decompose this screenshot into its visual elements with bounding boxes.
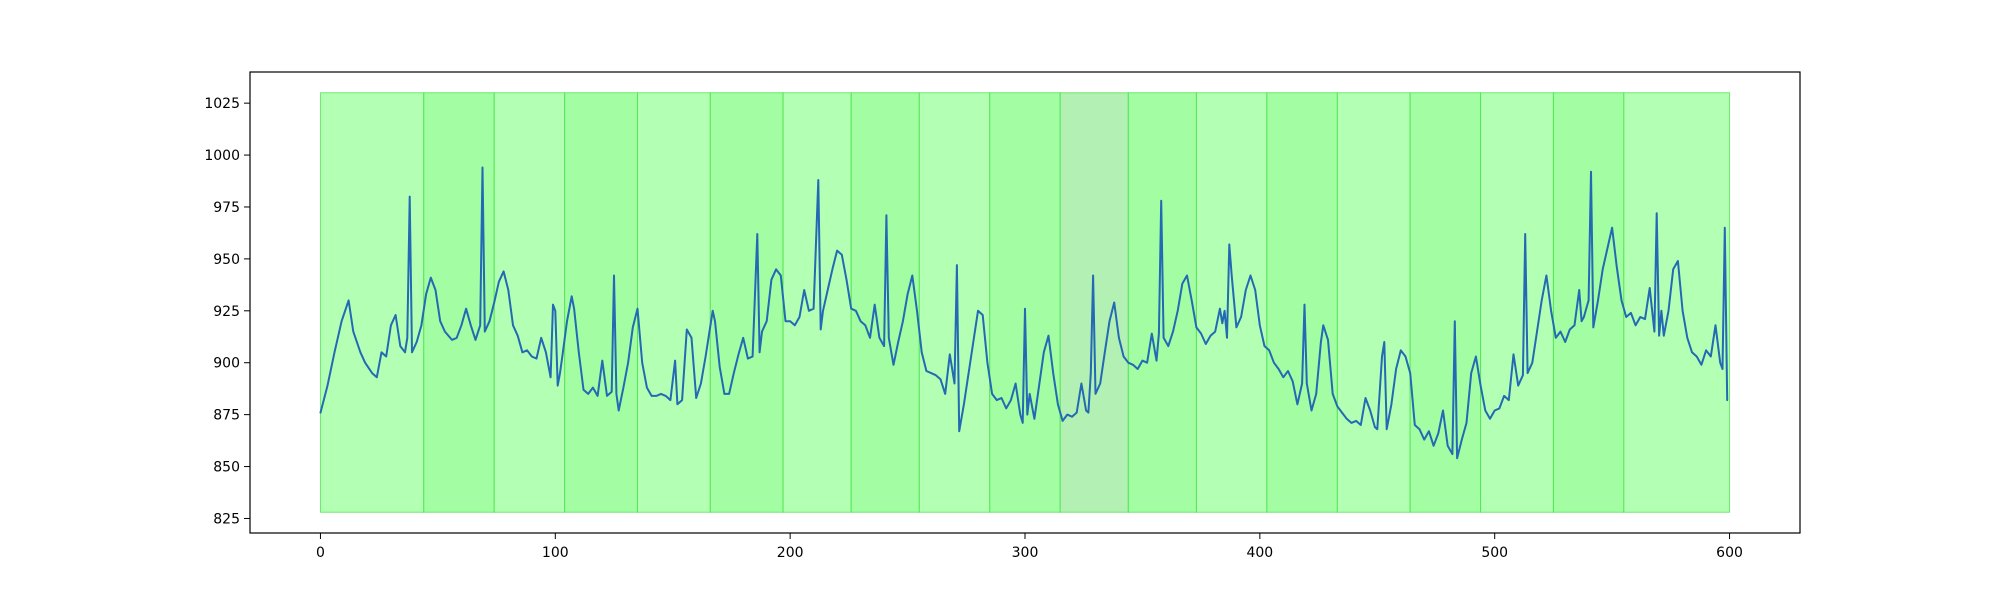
y-tick-label: 950 xyxy=(213,252,240,268)
x-tick-label: 400 xyxy=(1246,545,1273,561)
band-segment-14 xyxy=(1266,92,1338,513)
x-tick-label: 100 xyxy=(542,545,569,561)
x-axis: 0 100 200 300 400 500 600 xyxy=(316,533,1743,561)
band-layer xyxy=(319,92,1731,513)
y-tick-label: 825 xyxy=(213,511,240,527)
band-segment-1 xyxy=(319,92,425,513)
band-segment-6 xyxy=(709,92,784,513)
band-segment-2 xyxy=(423,92,495,513)
band-segment-19 xyxy=(1623,92,1731,513)
y-tick-label: 925 xyxy=(213,304,240,320)
x-tick-label: 600 xyxy=(1716,545,1743,561)
band-segment-15 xyxy=(1336,92,1411,513)
x-tick-label: 0 xyxy=(316,545,325,561)
band-segment-7 xyxy=(782,92,852,513)
band-segment-17 xyxy=(1480,92,1554,513)
y-tick-label: 975 xyxy=(213,200,240,216)
y-tick-label: 875 xyxy=(213,408,240,424)
band-segment-3 xyxy=(493,92,566,513)
series-layer xyxy=(319,166,1729,460)
y-tick-label: 1000 xyxy=(204,148,240,164)
y-tick-label: 1025 xyxy=(204,96,240,112)
band-segment-5 xyxy=(637,92,711,513)
series-line-1 xyxy=(319,166,1729,460)
band-segment-10 xyxy=(989,92,1061,513)
band-segment-4 xyxy=(564,92,638,513)
y-tick-label: 850 xyxy=(213,460,240,476)
y-tick-label: 900 xyxy=(213,356,240,372)
y-axis: 825 850 875 900 925 950 975 1000 1025 xyxy=(204,96,250,527)
x-tick-label: 500 xyxy=(1481,545,1508,561)
band-segment-9 xyxy=(918,92,991,513)
band-segment-13 xyxy=(1195,92,1268,513)
band-segment-16 xyxy=(1409,92,1482,513)
x-tick-label: 200 xyxy=(777,545,804,561)
x-tick-label: 300 xyxy=(1012,545,1039,561)
